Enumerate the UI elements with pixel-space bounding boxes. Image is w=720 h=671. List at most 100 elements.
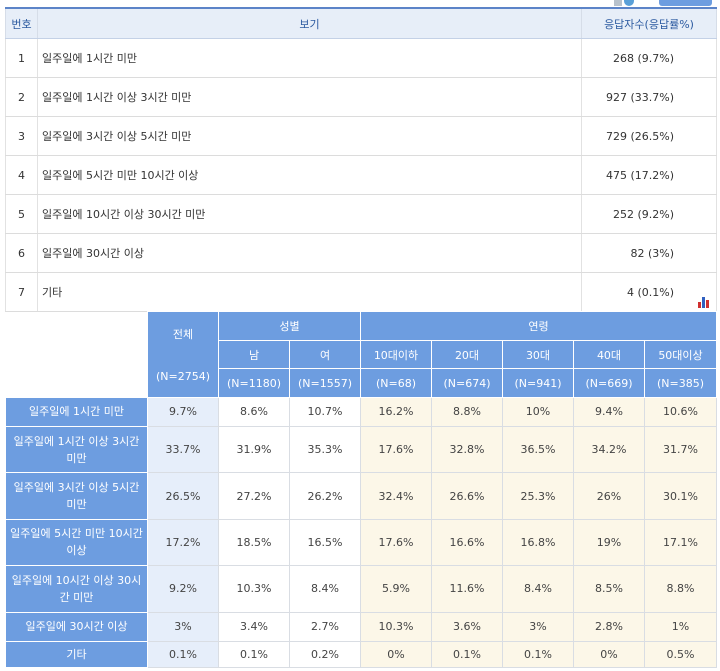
row-number: 4	[5, 155, 38, 195]
cell-age10: 17.6%	[360, 518, 432, 567]
cell-age10: 0%	[360, 640, 432, 669]
cell-age30: 25.3%	[502, 472, 574, 520]
header-total-label: 전체	[172, 327, 194, 341]
table-row: 1 일주일에 1시간 미만 268 (9.7%)	[5, 38, 717, 78]
cell-age40: 2.8%	[573, 611, 645, 642]
header-age20: 20대	[431, 340, 503, 370]
cell-age50: 10.6%	[644, 396, 717, 427]
row-option: 일주일에 1시간 이상 3시간 미만	[37, 77, 582, 117]
header-count: 응답자수(응답률%)	[581, 7, 717, 39]
cell-female: 16.5%	[289, 518, 361, 567]
cell-age30: 16.8%	[502, 518, 574, 567]
cell-age20: 11.6%	[431, 565, 503, 613]
cell-female: 0.2%	[289, 640, 361, 669]
table-row: 3 일주일에 3시간 이상 5시간 미만 729 (26.5%)	[5, 116, 717, 156]
header-age30: 30대	[502, 340, 574, 370]
row-number: 7	[5, 272, 38, 312]
top-toolbar-icon[interactable]	[614, 0, 622, 6]
cell-total: 0.1%	[147, 640, 219, 669]
cell-male: 10.3%	[218, 565, 290, 613]
header-age30-n: (N=941)	[502, 368, 574, 398]
cell-age40: 26%	[573, 472, 645, 520]
bar-chart-icon[interactable]	[697, 297, 711, 308]
cell-age50: 17.1%	[644, 518, 717, 567]
row-number: 3	[5, 116, 38, 156]
cell-total: 9.2%	[147, 565, 219, 613]
row-option: 기타	[37, 272, 582, 312]
row-option: 일주일에 1시간 미만	[37, 38, 582, 78]
cell-age20: 26.6%	[431, 472, 503, 520]
row-number: 6	[5, 233, 38, 273]
table-row: 일주일에 3시간 이상 5시간 미만 26.5% 27.2% 26.2% 32.…	[5, 472, 717, 520]
cell-male: 8.6%	[218, 396, 290, 427]
row-count: 4 (0.1%)	[581, 272, 717, 312]
row-label: 일주일에 10시간 이상 30시간 미만	[5, 565, 148, 613]
header-age: 연령	[360, 310, 717, 342]
row-option: 일주일에 10시간 이상 30시간 미만	[37, 194, 582, 234]
row-label: 일주일에 30시간 이상	[5, 611, 148, 642]
cell-age10: 17.6%	[360, 425, 432, 474]
header-male: 남	[218, 340, 290, 370]
header-age10: 10대이하	[360, 340, 432, 370]
cell-age30: 8.4%	[502, 565, 574, 613]
cell-age50: 0.5%	[644, 640, 717, 669]
row-option: 일주일에 5시간 미만 10시간 이상	[37, 155, 582, 195]
top-action-button[interactable]	[659, 0, 712, 6]
row-count: 927 (33.7%)	[581, 77, 717, 117]
header-gender: 성별	[218, 310, 361, 342]
table-row: 기타 0.1% 0.1% 0.2% 0% 0.1% 0.1% 0% 0.5%	[5, 640, 717, 669]
cell-age10: 16.2%	[360, 396, 432, 427]
row-number: 5	[5, 194, 38, 234]
cell-age20: 32.8%	[431, 425, 503, 474]
cell-age40: 0%	[573, 640, 645, 669]
cell-male: 27.2%	[218, 472, 290, 520]
row-number: 1	[5, 38, 38, 78]
cell-female: 2.7%	[289, 611, 361, 642]
header-total: 전체 (N=2754)	[147, 311, 219, 398]
header-option: 보기	[37, 7, 582, 39]
cell-age40: 34.2%	[573, 425, 645, 474]
cell-total: 26.5%	[147, 472, 219, 520]
table-row: 4 일주일에 5시간 미만 10시간 이상 475 (17.2%)	[5, 155, 717, 195]
cell-total: 3%	[147, 611, 219, 642]
row-count: 729 (26.5%)	[581, 116, 717, 156]
cell-age50: 30.1%	[644, 472, 717, 520]
cell-age20: 3.6%	[431, 611, 503, 642]
cell-age40: 8.5%	[573, 565, 645, 613]
cell-total: 9.7%	[147, 396, 219, 427]
row-label: 일주일에 3시간 이상 5시간 미만	[5, 472, 148, 520]
header-age40: 40대	[573, 340, 645, 370]
cell-age20: 8.8%	[431, 396, 503, 427]
response-table: 번호 보기 응답자수(응답률%) 1 일주일에 1시간 미만 268 (9.7%…	[5, 7, 717, 312]
crosstab-table: 전체 (N=2754) 성별 연령 남 여 10대이하 20대 30대 40대 …	[5, 310, 717, 669]
cell-male: 0.1%	[218, 640, 290, 669]
header-female-n: (N=1557)	[289, 368, 361, 398]
cell-male: 31.9%	[218, 425, 290, 474]
cell-male: 3.4%	[218, 611, 290, 642]
header-age10-n: (N=68)	[360, 368, 432, 398]
row-count: 475 (17.2%)	[581, 155, 717, 195]
row-count: 268 (9.7%)	[581, 38, 717, 78]
cell-female: 10.7%	[289, 396, 361, 427]
row-count: 82 (3%)	[581, 233, 717, 273]
cell-age30: 3%	[502, 611, 574, 642]
row-label: 기타	[5, 640, 148, 669]
table-row: 일주일에 5시간 미만 10시간 이상 17.2% 18.5% 16.5% 17…	[5, 518, 717, 567]
cell-age50: 31.7%	[644, 425, 717, 474]
cell-age30: 36.5%	[502, 425, 574, 474]
table-row: 일주일에 30시간 이상 3% 3.4% 2.7% 10.3% 3.6% 3% …	[5, 611, 717, 642]
cell-age10: 10.3%	[360, 611, 432, 642]
table-row: 5 일주일에 10시간 이상 30시간 미만 252 (9.2%)	[5, 194, 717, 234]
refresh-icon[interactable]	[624, 0, 634, 6]
cell-female: 8.4%	[289, 565, 361, 613]
table-row: 7 기타 4 (0.1%)	[5, 272, 717, 312]
table-row: 일주일에 1시간 미만 9.7% 8.6% 10.7% 16.2% 8.8% 1…	[5, 396, 717, 427]
row-label: 일주일에 1시간 이상 3시간 미만	[5, 425, 148, 474]
cell-total: 17.2%	[147, 518, 219, 567]
row-number: 2	[5, 77, 38, 117]
header-age40-n: (N=669)	[573, 368, 645, 398]
row-count: 252 (9.2%)	[581, 194, 717, 234]
corner-cell	[5, 311, 148, 398]
cell-total: 33.7%	[147, 425, 219, 474]
header-total-n: (N=2754)	[155, 369, 211, 383]
